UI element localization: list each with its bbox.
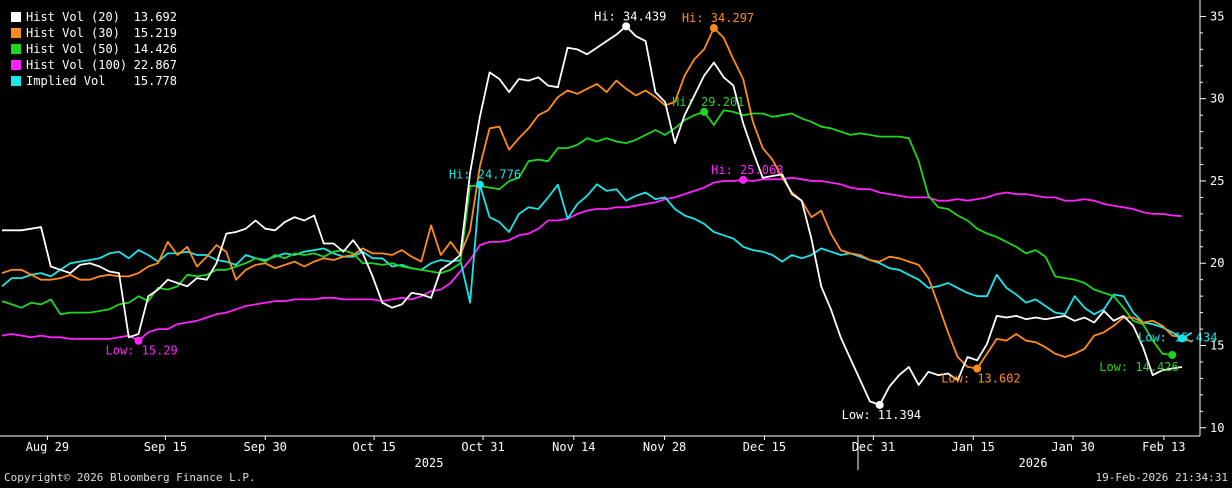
marker-low-point (1168, 350, 1177, 359)
marker-low-point (875, 400, 884, 409)
legend-value: 22.867 (133, 58, 177, 72)
legend-item-hv20[interactable]: Hist Vol (20) 13.692 (11, 9, 177, 25)
y-tick-label: 15 (1210, 339, 1224, 353)
legend-label: Hist Vol (20) (26, 10, 120, 24)
y-tick-label: 20 (1210, 256, 1224, 270)
marker-low-point (973, 364, 982, 373)
marker-hi-point (622, 22, 631, 31)
legend-label: Hist Vol (50) (26, 42, 120, 56)
series-line-implied-vol (1, 183, 1193, 340)
x-tick-label: Sep 30 (244, 440, 287, 454)
x-tick-label: Dec 31 (852, 440, 895, 454)
x-year-label: 2026 (1019, 456, 1048, 470)
x-tick-label: Oct 31 (461, 440, 504, 454)
legend-value: 14.426 (133, 42, 177, 56)
marker-hi-label: Hi: 29.201 (672, 95, 744, 109)
y-tick-label: 25 (1210, 174, 1224, 188)
marker-hi-point (709, 24, 718, 33)
x-tick-label: Aug 29 (26, 440, 69, 454)
x-tick-label: Sep 15 (144, 440, 187, 454)
legend-item-hv100[interactable]: Hist Vol (100) 22.867 (11, 57, 177, 73)
legend-label: Hist Vol (100) (26, 58, 128, 72)
marker-low-point (1178, 334, 1186, 343)
legend-swatch (11, 76, 21, 86)
series-line-hist-vol-100- (1, 176, 1183, 342)
marker-hi-label: Hi: 25.068 (711, 163, 783, 177)
y-tick-label: 30 (1210, 92, 1224, 106)
legend-item-hv30[interactable]: Hist Vol (30) 15.219 (11, 25, 177, 41)
y-tick-label: 35 (1210, 9, 1224, 23)
y-tick-label: 10 (1210, 421, 1224, 435)
x-tick-label: Nov 28 (643, 440, 686, 454)
legend-value: 15.219 (133, 26, 177, 40)
marker-layer: Hi: 34.439 Hi: 34.297 Hi: 29.201 Hi: 24.776… (106, 9, 1218, 422)
marker-low-label: Low: 11.394 (842, 408, 921, 422)
marker-low-label: Low: 15.29 (106, 344, 178, 358)
marker-hi-label: Hi: 24.776 (449, 168, 521, 182)
legend-value: 15.778 (133, 74, 177, 88)
x-tick-label: Oct 15 (352, 440, 395, 454)
legend-swatch (11, 44, 21, 54)
x-tick-label: Jan 15 (952, 440, 995, 454)
marker-hi-point (739, 175, 748, 184)
legend-swatch (11, 12, 21, 22)
marker-hi-label: Hi: 34.439 (594, 9, 666, 23)
series-layer (1, 25, 1193, 406)
legend-swatch (11, 28, 21, 38)
marker-hi-label: Hi: 34.297 (682, 11, 754, 25)
marker-low-point (134, 336, 143, 345)
x-tick-label: Dec 15 (743, 440, 786, 454)
legend-item-hv50[interactable]: Hist Vol (50) 14.426 (11, 41, 177, 57)
marker-low-label: Low: 14.426 (1099, 360, 1178, 374)
legend-label: Hist Vol (30) (26, 26, 120, 40)
x-tick-label: Jan 30 (1051, 440, 1094, 454)
marker-low-label: Low: 13.602 (941, 372, 1020, 386)
legend-item-implied[interactable]: Implied Vol 15.778 (11, 73, 177, 89)
legend: Hist Vol (20) 13.692 Hist Vol (30) 15.21… (5, 6, 183, 93)
copyright-text: Copyright© 2026 Bloomberg Finance L.P. (4, 471, 256, 484)
timestamp-text: 19-Feb-2026 21:34:31 (1095, 471, 1228, 484)
series-line-hist-vol-30- (1, 27, 1193, 370)
legend-label: Implied Vol (26, 74, 106, 88)
legend-swatch (11, 60, 21, 70)
marker-low-label: Low: 15.434 (1138, 330, 1217, 344)
marker-hi-point (475, 180, 484, 189)
series-line-hist-vol-20- (2, 25, 1183, 406)
marker-hi-point (700, 107, 709, 116)
series-line-hist-vol-50- (1, 109, 1173, 356)
x-tick-label: Nov 14 (552, 440, 595, 454)
legend-value: 13.692 (133, 10, 177, 24)
x-tick-label: Feb 13 (1142, 440, 1185, 454)
x-year-label: 2025 (415, 456, 444, 470)
